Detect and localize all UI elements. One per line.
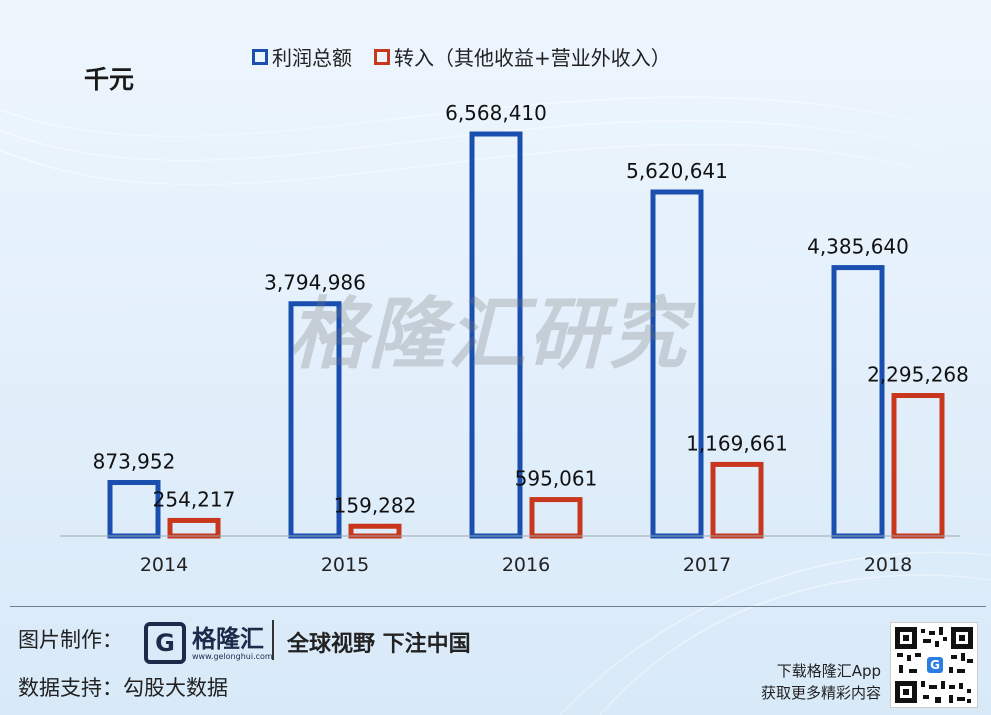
- legend-label-profit: 利润总额: [272, 46, 352, 70]
- bar-transfer-2016: [529, 497, 583, 539]
- data-label-profit-2018: 4,385,640: [807, 235, 909, 259]
- brand-name: 格隆汇: [192, 624, 264, 653]
- background-swooshes: [0, 96, 991, 715]
- data-support: 数据支持：勾股大数据: [18, 672, 228, 702]
- x-tick-label-2014: 2014: [140, 554, 188, 576]
- unit-label: 千元: [84, 65, 135, 94]
- x-tick-label-2016: 2016: [502, 554, 550, 576]
- footer-divider: [10, 606, 986, 607]
- bar-transfer-2017: [710, 461, 764, 539]
- data-support-label: 数据支持：: [18, 676, 123, 700]
- watermark: 格隆汇研究: [288, 290, 689, 380]
- legend: 利润总额 转入（其他收益+营业外收入）: [252, 42, 693, 71]
- logo-g-icon: G: [144, 622, 186, 664]
- app-promo-line2: 获取更多精彩内容: [760, 684, 881, 702]
- brand-url: www.gelonghui.com: [192, 651, 273, 661]
- data-label-profit-2015: 3,794,986: [264, 271, 366, 295]
- data-label-transfer-2014: 254,217: [153, 487, 236, 511]
- data-label-profit-2016: 6,568,410: [445, 101, 547, 125]
- data-label-profit-2014: 873,952: [93, 450, 176, 474]
- data-label-transfer-2017: 1,169,661: [686, 431, 788, 455]
- footer-vertical-divider: [272, 620, 274, 660]
- data-label-transfer-2018: 2,295,268: [867, 363, 969, 387]
- legend-swatch-transfer: [374, 48, 390, 65]
- bar-transfer-2018: [891, 393, 945, 539]
- data-source: 勾股大数据: [123, 676, 228, 700]
- bar-transfer-2014: [167, 517, 221, 539]
- app-promo: 下载格隆汇App 获取更多精彩内容: [761, 660, 881, 704]
- data-label-transfer-2016: 595,061: [515, 467, 598, 491]
- data-label-profit-2017: 5,620,641: [626, 159, 728, 183]
- bar-profit-2014: [107, 480, 161, 539]
- slogan: 全球视野 下注中国: [287, 632, 471, 657]
- qr-center-logo-icon: G: [927, 657, 943, 673]
- qr-code[interactable]: G: [890, 622, 978, 708]
- legend-label-transfer: 转入（其他收益+营业外收入）: [394, 46, 671, 70]
- legend-item-transfer: 转入（其他收益+营业外收入）: [374, 42, 671, 71]
- x-tick-label-2018: 2018: [864, 554, 912, 576]
- app-promo-line1: 下载格隆汇App: [776, 662, 881, 680]
- bars-layer: 873,952 254,217 2014 3,794,986 159,282 2015 6,…: [93, 101, 969, 576]
- legend-swatch-profit: [252, 48, 268, 65]
- made-by-label: 图片制作：: [18, 628, 123, 652]
- bar-transfer-2015: [348, 523, 402, 539]
- x-tick-label-2015: 2015: [321, 554, 369, 576]
- qr-pattern: [895, 627, 973, 703]
- legend-item-profit: 利润总额: [252, 42, 352, 71]
- data-label-transfer-2015: 159,282: [334, 493, 417, 517]
- bar-profit-2018: [831, 265, 885, 539]
- brand-logo[interactable]: G 格隆汇 www.gelonghui.com: [144, 622, 273, 664]
- x-tick-label-2017: 2017: [683, 554, 731, 576]
